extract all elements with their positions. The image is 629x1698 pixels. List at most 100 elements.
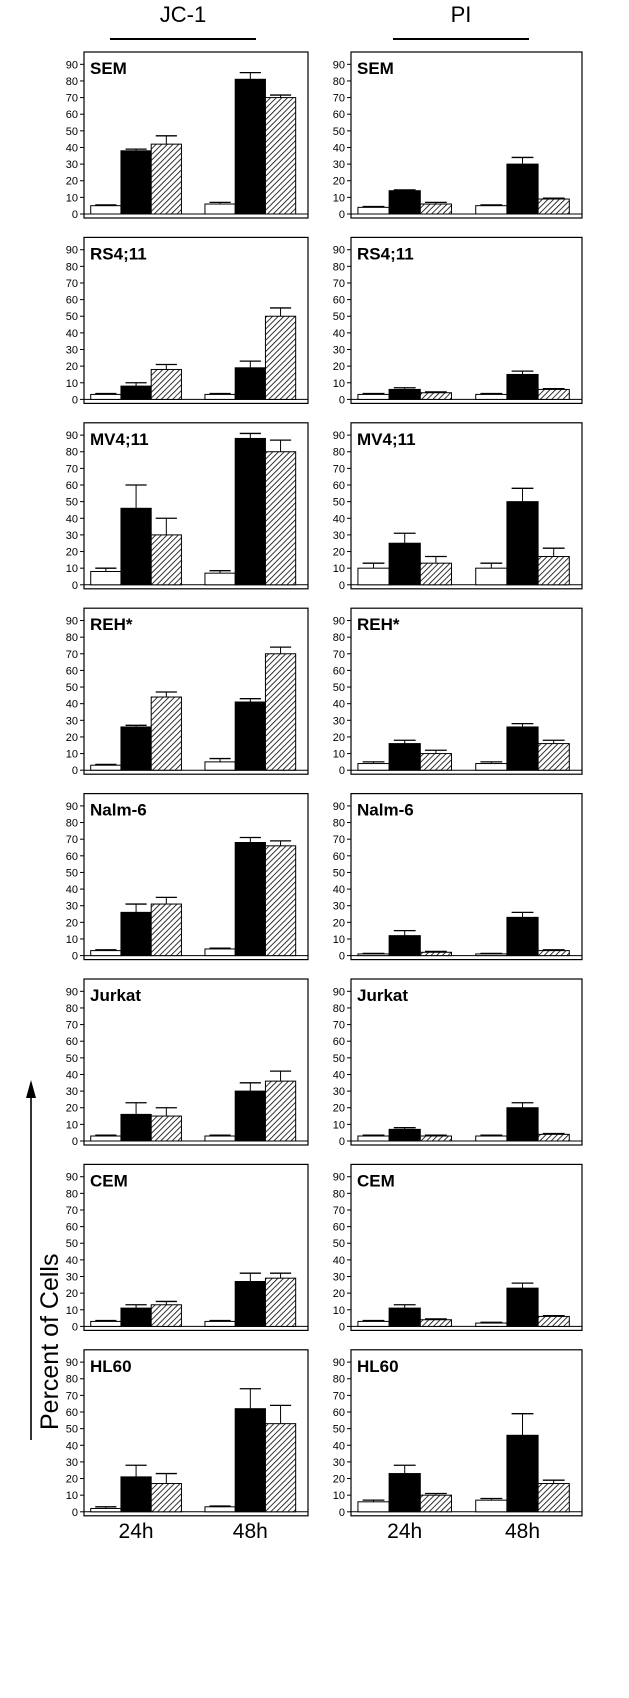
y-tick-label: 10	[333, 378, 345, 390]
y-tick-label: 10	[333, 934, 345, 946]
y-tick-label: 40	[66, 513, 78, 525]
panel-title: Jurkat	[90, 986, 141, 1005]
bar-hatched	[150, 1483, 182, 1513]
bar-white	[90, 393, 122, 400]
panel-jc-1-sem: 0 10 20 30 40 50 60 70 80 90 SEM	[66, 51, 309, 221]
bar-white	[90, 950, 122, 957]
y-tick-label: 0	[72, 1321, 78, 1333]
bar-black	[234, 78, 266, 215]
bar-black	[506, 501, 539, 586]
y-tick-label: 50	[333, 1053, 345, 1065]
y-tick-label: 90	[66, 1357, 78, 1369]
y-tick-label: 0	[72, 394, 78, 406]
bar-black	[388, 190, 421, 215]
bar-black	[120, 726, 152, 771]
x-tick-label: 48h	[233, 1520, 268, 1543]
y-tick-label: 30	[333, 1272, 345, 1284]
bar-black	[506, 163, 539, 215]
y-tick-label: 0	[339, 1507, 345, 1519]
bar-black	[506, 373, 539, 400]
bar-black	[120, 385, 152, 400]
panel-pi-reh-: 0 10 20 30 40 50 60 70 80 90 REH*	[333, 607, 583, 777]
panel-frame	[83, 1349, 309, 1517]
bar-black	[234, 842, 266, 957]
bar-hatched	[537, 388, 570, 400]
bar-white	[204, 1506, 236, 1513]
y-tick-label: 40	[333, 1069, 345, 1081]
y-tick-label: 80	[333, 1188, 345, 1200]
panel-title: Nalm-6	[357, 801, 414, 820]
y-tick-label: 50	[66, 497, 78, 509]
bar-black	[120, 1307, 152, 1327]
y-tick-label: 90	[66, 245, 78, 257]
y-tick-label: 10	[66, 1119, 78, 1131]
y-tick-label: 0	[339, 765, 345, 777]
y-tick-label: 30	[66, 159, 78, 171]
y-tick-label: 60	[333, 109, 345, 121]
y-tick-label: 50	[66, 867, 78, 879]
panel-title: HL60	[357, 1357, 399, 1376]
y-tick-label: 80	[333, 818, 345, 830]
y-tick-label: 80	[66, 1188, 78, 1200]
bar-white	[357, 206, 390, 215]
y-tick-label: 40	[333, 513, 345, 525]
bar-black	[506, 1287, 539, 1327]
panel-title: SEM	[90, 59, 127, 78]
panel-jc-1-cem: 0 10 20 30 40 50 60 70 80 90 CEM	[66, 1163, 309, 1333]
bar-white	[475, 1322, 508, 1327]
y-tick-label: 80	[66, 447, 78, 459]
bar-white	[204, 1320, 236, 1327]
y-tick-label: 40	[66, 1255, 78, 1267]
bar-white	[90, 205, 122, 215]
bar-white	[204, 572, 236, 586]
bar-black	[388, 1128, 421, 1142]
y-tick-label: 80	[66, 1003, 78, 1015]
bar-white	[204, 393, 236, 400]
bar-black	[506, 916, 539, 957]
y-tick-label: 40	[66, 1440, 78, 1452]
y-tick-label: 20	[333, 361, 345, 373]
y-tick-label: 70	[333, 649, 345, 661]
bar-white	[90, 570, 122, 586]
panel-title: Jurkat	[357, 986, 408, 1005]
y-tick-label: 10	[66, 563, 78, 575]
y-tick-label: 40	[66, 1069, 78, 1081]
y-tick-label: 40	[333, 699, 345, 711]
pi-column-title: PI	[450, 2, 472, 27]
bar-hatched	[264, 451, 297, 586]
y-tick-label: 60	[333, 851, 345, 863]
y-tick-label: 50	[66, 311, 78, 323]
bar-black	[234, 367, 266, 400]
y-tick-label: 50	[333, 311, 345, 323]
y-tick-label: 70	[66, 1205, 78, 1217]
panel-jc-1-nalm-6: 0 10 20 30 40 50 60 70 80 90 Nalm-6	[66, 792, 309, 963]
bar-white	[475, 763, 508, 771]
y-tick-label: 0	[72, 1136, 78, 1148]
y-tick-label: 0	[339, 1136, 345, 1148]
y-tick-label: 60	[333, 665, 345, 677]
y-tick-label: 50	[333, 867, 345, 879]
panel-frame	[83, 1163, 309, 1332]
panel-frame	[350, 792, 583, 961]
bar-white	[475, 1135, 508, 1142]
bar-white	[357, 763, 390, 771]
bar-black	[234, 437, 266, 586]
y-tick-label: 20	[333, 1474, 345, 1486]
bar-white	[475, 953, 508, 957]
x-tick-label: 24h	[119, 1520, 154, 1543]
y-tick-label: 90	[66, 986, 78, 998]
y-tick-label: 70	[333, 1020, 345, 1032]
y-tick-label: 0	[339, 580, 345, 592]
panel-frame	[350, 422, 583, 590]
y-tick-label: 90	[66, 616, 78, 628]
panel-frame	[83, 792, 309, 961]
bar-white	[357, 567, 390, 586]
y-tick-label: 30	[66, 715, 78, 727]
y-tick-label: 0	[72, 765, 78, 777]
y-tick-label: 60	[66, 480, 78, 492]
bar-white	[475, 567, 508, 586]
y-tick-label: 70	[333, 93, 345, 105]
bar-hatched	[264, 97, 297, 215]
y-tick-label: 70	[66, 463, 78, 475]
bar-hatched	[150, 696, 182, 771]
